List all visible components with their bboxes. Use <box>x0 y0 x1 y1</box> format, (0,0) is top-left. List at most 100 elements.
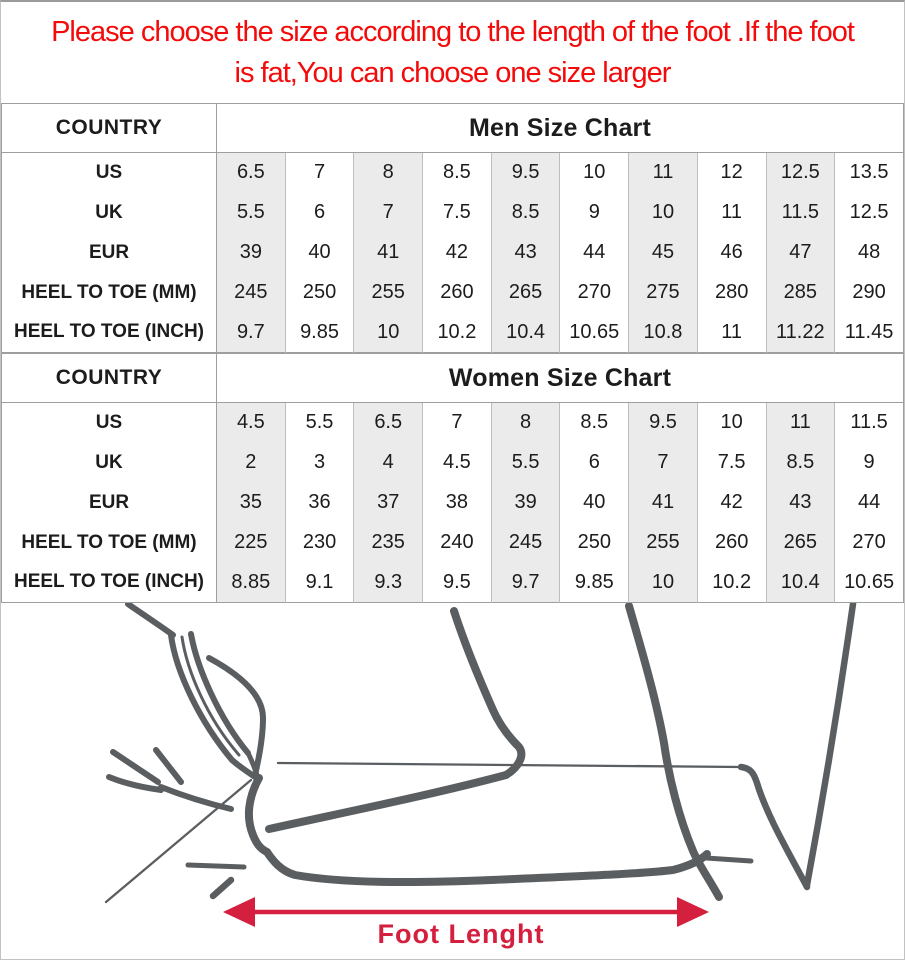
row-label: EUR <box>1 482 217 523</box>
size-cell: 11 <box>628 152 698 193</box>
size-cell: 43 <box>765 482 835 523</box>
size-cell: 6 <box>559 442 629 483</box>
size-cell: 45 <box>628 232 698 273</box>
foot-outline-sketch <box>244 603 857 901</box>
size-cell: 8.5 <box>490 192 560 233</box>
size-cell: 4.5 <box>422 442 492 483</box>
size-cell: 250 <box>284 272 354 313</box>
size-cell: 255 <box>353 272 423 313</box>
size-cell: 10 <box>559 152 629 193</box>
size-cell: 260 <box>696 522 766 563</box>
size-cell: 250 <box>559 522 629 563</box>
foot-measure-figure: Foot Lenght <box>1 603 904 959</box>
size-cell: 9.85 <box>559 562 629 603</box>
size-cell: 11 <box>765 402 835 443</box>
men-size-table: COUNTRY Men Size Chart US 6.5 7 8 8.5 9.5 10 11… <box>1 103 904 353</box>
size-cell: 13.5 <box>834 152 904 193</box>
size-cell: 39 <box>490 482 560 523</box>
size-cell: 9.1 <box>284 562 354 603</box>
size-cell: 4.5 <box>216 402 286 443</box>
size-cell: 10.2 <box>422 312 492 353</box>
size-cell: 240 <box>422 522 492 563</box>
size-cell: 42 <box>422 232 492 273</box>
size-cell: 9 <box>834 442 904 483</box>
size-cell: 39 <box>216 232 286 273</box>
size-cell: 36 <box>284 482 354 523</box>
foot-length-arrow <box>223 897 709 927</box>
row-label: UK <box>1 442 217 483</box>
size-cell: 5.5 <box>490 442 560 483</box>
size-cell: 7 <box>628 442 698 483</box>
table-row: UK 5.5 6 7 7.5 8.5 9 10 11 11.5 12.5 <box>1 192 904 233</box>
size-cell: 9.3 <box>353 562 423 603</box>
size-cell: 5.5 <box>216 192 286 233</box>
size-cell: 265 <box>765 522 835 563</box>
size-cell: 255 <box>628 522 698 563</box>
men-table-header-row: COUNTRY Men Size Chart <box>1 103 904 153</box>
row-label: EUR <box>1 232 217 273</box>
size-cell: 12 <box>696 152 766 193</box>
size-cell: 8.5 <box>765 442 835 483</box>
size-cell: 265 <box>490 272 560 313</box>
size-cell: 8.85 <box>216 562 286 603</box>
size-cell: 44 <box>559 232 629 273</box>
size-cell: 41 <box>628 482 698 523</box>
size-cell: 44 <box>834 482 904 523</box>
size-cell: 12.5 <box>765 152 835 193</box>
size-cell: 40 <box>284 232 354 273</box>
size-cell: 9.7 <box>216 312 286 353</box>
size-cell: 11.5 <box>834 402 904 443</box>
size-cell: 7 <box>284 152 354 193</box>
size-cell: 6 <box>284 192 354 233</box>
size-cell: 38 <box>422 482 492 523</box>
men-country-header: COUNTRY <box>1 103 217 153</box>
row-label: HEEL TO TOE (INCH) <box>1 312 217 353</box>
size-cell: 9.7 <box>490 562 560 603</box>
size-cell: 11 <box>696 192 766 233</box>
size-cell: 9.5 <box>422 562 492 603</box>
size-cell: 40 <box>559 482 629 523</box>
table-row: US 4.5 5.5 6.5 7 8 8.5 9.5 10 11 11.5 <box>1 402 904 443</box>
size-cell: 11 <box>696 312 766 353</box>
size-cell: 7 <box>422 402 492 443</box>
size-cell: 9.5 <box>490 152 560 193</box>
table-row: HEEL TO TOE (MM) 245 250 255 260 265 270 275 280… <box>1 272 904 313</box>
men-table-title: Men Size Chart <box>216 103 904 153</box>
table-row: UK 2 3 4 4.5 5.5 6 7 7.5 8.5 9 <box>1 442 904 483</box>
women-country-header: COUNTRY <box>1 353 217 403</box>
size-cell: 10.8 <box>628 312 698 353</box>
size-cell: 3 <box>284 442 354 483</box>
table-row: HEEL TO TOE (INCH) 8.85 9.1 9.3 9.5 9.7 9.85 10… <box>1 562 904 603</box>
size-cell: 290 <box>834 272 904 313</box>
size-cell: 7 <box>353 192 423 233</box>
size-cell: 43 <box>490 232 560 273</box>
row-label: HEEL TO TOE (MM) <box>1 272 217 313</box>
women-size-table: COUNTRY Women Size Chart US 4.5 5.5 6.5 7 8 8.… <box>1 353 904 603</box>
table-row: EUR 35 36 37 38 39 40 41 42 43 44 <box>1 482 904 523</box>
foot-sketch-illustration <box>104 603 857 927</box>
size-cell: 275 <box>628 272 698 313</box>
size-cell: 46 <box>696 232 766 273</box>
size-cell: 10 <box>628 562 698 603</box>
table-row: HEEL TO TOE (INCH) 9.7 9.85 10 10.2 10.4 10.65… <box>1 312 904 353</box>
size-cell: 11.45 <box>834 312 904 353</box>
size-cell: 10 <box>696 402 766 443</box>
row-label: UK <box>1 192 217 233</box>
foot-length-label: Foot Lenght <box>377 919 545 949</box>
size-cell: 225 <box>216 522 286 563</box>
size-cell: 9.5 <box>628 402 698 443</box>
size-cell: 10 <box>628 192 698 233</box>
size-cell: 35 <box>216 482 286 523</box>
size-cell: 8.5 <box>559 402 629 443</box>
row-label: US <box>1 402 217 443</box>
size-notice: Please choose the size according to the … <box>1 2 904 103</box>
hand-pencil-sketch <box>106 603 266 812</box>
size-cell: 9.85 <box>284 312 354 353</box>
size-cell: 42 <box>696 482 766 523</box>
women-table-title: Women Size Chart <box>216 353 904 403</box>
size-cell: 7.5 <box>696 442 766 483</box>
size-cell: 10.65 <box>834 562 904 603</box>
size-cell: 48 <box>834 232 904 273</box>
size-cell: 280 <box>696 272 766 313</box>
size-cell: 41 <box>353 232 423 273</box>
